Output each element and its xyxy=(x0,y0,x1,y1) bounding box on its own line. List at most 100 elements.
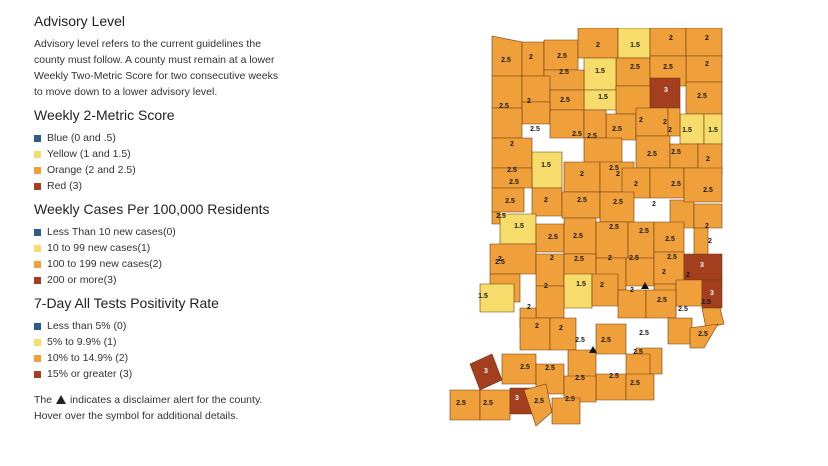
county-score-label: 3 xyxy=(700,262,704,269)
county-shape[interactable] xyxy=(667,317,693,345)
county-score-label: 2 xyxy=(652,201,656,208)
county-shape[interactable] xyxy=(549,317,577,351)
county-score-label: 2.5 xyxy=(574,256,584,263)
county-shape[interactable] xyxy=(685,28,723,57)
county-shape[interactable] xyxy=(675,279,703,307)
county-score-label: 2 xyxy=(634,181,638,188)
swatch-yellow xyxy=(34,338,41,346)
county-score-label: 2.5 xyxy=(697,93,707,100)
swatch-blue xyxy=(34,134,41,142)
indiana-county-map: 2.5 2 2.5 2 1.5 2 2 2.5 1.5 2.5 2 2.5 2.5 2 1.5 3 2.5 2.5… xyxy=(449,28,725,427)
county-shape[interactable] xyxy=(685,55,723,83)
county-score-label: 2.5 xyxy=(520,364,530,371)
county-score-label: 2.5 xyxy=(545,365,555,372)
county-score-label: 2.5 xyxy=(559,69,569,76)
county-shape[interactable] xyxy=(491,35,523,77)
county-shape[interactable] xyxy=(625,373,655,401)
county-shape[interactable] xyxy=(701,307,725,329)
legend-item: Less Than 10 new cases(0) xyxy=(34,224,284,240)
county-shape[interactable] xyxy=(625,353,651,377)
county-shape[interactable] xyxy=(491,107,523,139)
county-shape[interactable] xyxy=(667,107,681,137)
warning-triangle-icon[interactable] xyxy=(589,346,597,353)
county-score-label: 3 xyxy=(515,395,519,402)
county-shape[interactable] xyxy=(479,283,515,313)
county-score-label: 2 xyxy=(705,35,709,42)
county-shape[interactable] xyxy=(521,41,545,77)
county-shape[interactable] xyxy=(617,289,647,319)
county-score-label: 2.5 xyxy=(633,349,643,356)
county-shape[interactable] xyxy=(479,389,511,421)
county-shape[interactable] xyxy=(531,151,563,189)
county-score-label: 2.5 xyxy=(575,337,585,344)
legend-title: Weekly 2-Metric Score xyxy=(34,107,175,123)
county-score-label: 2 xyxy=(706,156,710,163)
county-score-label: 2.5 xyxy=(671,181,681,188)
legend-item: Orange (2 and 2.5) xyxy=(34,162,284,178)
county-shape[interactable] xyxy=(563,273,593,309)
county-score-label: 1.5 xyxy=(630,42,640,49)
county-shape[interactable] xyxy=(683,167,723,203)
county-shape[interactable] xyxy=(501,353,537,385)
county-score-label: 2 xyxy=(510,141,514,148)
county-score-label: 2.5 xyxy=(505,198,515,205)
disclaimer-before: The xyxy=(34,394,53,406)
county-shape[interactable] xyxy=(491,187,525,213)
county-score-label: 3 xyxy=(664,87,668,94)
county-shape[interactable] xyxy=(701,279,723,309)
legend-item: 10% to 14.9% (2) xyxy=(34,350,284,366)
county-shape[interactable] xyxy=(693,227,709,259)
county-shape[interactable] xyxy=(649,28,687,57)
county-score-label: 2 xyxy=(639,117,643,124)
county-shape[interactable] xyxy=(693,203,723,229)
county-score-label: 2.5 xyxy=(609,165,619,172)
county-score-label: 1.5 xyxy=(478,293,488,300)
county-score-label: 2.5 xyxy=(639,330,649,337)
county-score-label: 2 xyxy=(527,98,531,105)
county-shape[interactable] xyxy=(645,289,677,319)
county-score-label: 2 xyxy=(608,255,612,262)
county-score-label: 2 xyxy=(580,171,584,178)
county-score-label: 2 xyxy=(705,223,709,230)
legend-title: Weekly Cases Per 100,000 Residents xyxy=(34,201,270,217)
county-shape[interactable] xyxy=(567,349,597,379)
county-shape[interactable] xyxy=(689,323,719,349)
county-score-label: 1.5 xyxy=(595,68,605,75)
county-shape[interactable] xyxy=(551,397,581,425)
county-shape[interactable] xyxy=(615,57,651,87)
county-shape[interactable] xyxy=(591,273,619,307)
county-score-label: 2.5 xyxy=(560,97,570,104)
county-score-label: 2.5 xyxy=(647,151,657,158)
county-score-label: 2.5 xyxy=(548,234,558,241)
swatch-red xyxy=(34,276,41,284)
county-score-label: 2 xyxy=(663,119,667,126)
county-shape[interactable] xyxy=(521,101,551,125)
county-score-label: 2.5 xyxy=(557,53,567,60)
warning-triangle-icon xyxy=(56,395,67,404)
legend-label: Orange (2 and 2.5) xyxy=(47,164,136,176)
legend-item: 5% to 9.9% (1) xyxy=(34,334,284,350)
county-score-label: 2 xyxy=(498,256,502,263)
county-shape[interactable] xyxy=(625,257,655,287)
county-score-label: 2.5 xyxy=(587,133,597,140)
county-score-label: 2.5 xyxy=(667,254,677,261)
legend-label: Blue (0 and .5) xyxy=(47,132,116,144)
county-score-label: 2 xyxy=(630,287,634,294)
advisory-description: Advisory level refers to the current gui… xyxy=(34,38,279,98)
county-shape[interactable] xyxy=(669,143,699,169)
county-shape[interactable] xyxy=(599,191,635,223)
county-shape[interactable] xyxy=(563,375,597,403)
county-score-label: 2.5 xyxy=(575,375,585,382)
county-shape[interactable] xyxy=(535,285,565,319)
county-score-label: 2.5 xyxy=(671,149,681,156)
county-score-label: 2.5 xyxy=(507,167,517,174)
warning-triangle-icon[interactable] xyxy=(641,282,649,289)
county-score-label: 2.5 xyxy=(639,228,649,235)
county-shape[interactable] xyxy=(561,191,601,219)
county-score-label: 2.5 xyxy=(565,396,575,403)
county-score-label: 2 xyxy=(705,61,709,68)
legend-item: Red (3) xyxy=(34,178,284,194)
county-score-label: 2 xyxy=(600,282,604,289)
county-score-label: 2 xyxy=(662,269,666,276)
county-score-label: 2.5 xyxy=(609,224,619,231)
